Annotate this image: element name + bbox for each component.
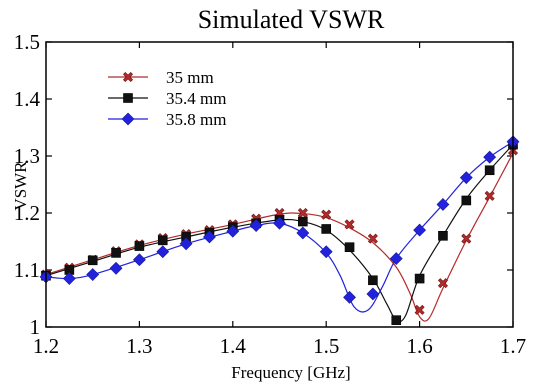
data-point-series-0 xyxy=(321,209,332,220)
data-point-series-2 xyxy=(296,226,310,240)
legend-marker-0 xyxy=(122,71,134,83)
x-tick-label: 1.3 xyxy=(126,334,152,358)
data-point-series-2 xyxy=(156,245,170,259)
legend-marker-2 xyxy=(121,112,135,126)
data-point-series-1 xyxy=(157,235,168,246)
data-point-series-1 xyxy=(368,275,378,286)
data-point-series-2 xyxy=(413,223,427,237)
series-markers xyxy=(39,135,520,325)
data-point-series-2 xyxy=(249,219,263,232)
x-axis-label: Frequency [GHz] xyxy=(231,363,350,382)
data-point-series-2 xyxy=(436,198,450,211)
data-point-series-2 xyxy=(319,245,333,259)
legend: 35 mm 35.4 mm 35.8 mm xyxy=(108,68,226,129)
data-point-series-2 xyxy=(366,287,380,301)
x-tick-label: 1.6 xyxy=(406,334,432,358)
data-point-series-1 xyxy=(87,255,98,266)
data-point-series-2 xyxy=(109,261,123,275)
x-tick-label: 1.4 xyxy=(220,334,247,358)
data-point-series-1 xyxy=(438,231,448,241)
axis-ticks: 1.2 1.3 1.4 1.5 1.6 1.7 1 1.1 1.2 1.3 1.4 1.5 xyxy=(14,30,526,358)
data-point-series-0 xyxy=(484,190,495,201)
data-point-series-1 xyxy=(344,242,355,252)
y-tick-label: 1.5 xyxy=(14,30,40,54)
data-point-series-0 xyxy=(461,233,472,244)
legend-label-0: 35 mm xyxy=(166,68,214,87)
data-point-series-1 xyxy=(391,315,402,325)
plot-frame xyxy=(45,41,514,328)
y-tick-label: 1 xyxy=(30,315,41,339)
data-point-series-2 xyxy=(226,224,240,238)
y-tick-label: 1.4 xyxy=(14,87,41,111)
data-point-series-2 xyxy=(343,290,356,304)
data-point-series-1 xyxy=(134,241,145,251)
data-point-series-2 xyxy=(132,253,146,267)
data-point-series-1 xyxy=(461,195,472,206)
data-point-series-0 xyxy=(344,219,355,230)
data-point-series-2 xyxy=(483,150,497,164)
legend-marker-1 xyxy=(123,93,133,103)
data-point-series-2 xyxy=(86,268,100,281)
data-point-series-0 xyxy=(437,278,448,289)
data-point-series-1 xyxy=(298,216,308,227)
legend-label-1: 35.4 mm xyxy=(166,89,226,108)
x-tick-label: 1.5 xyxy=(313,334,339,358)
data-point-series-1 xyxy=(111,248,121,258)
data-point-series-2 xyxy=(389,252,403,266)
data-point-series-2 xyxy=(459,171,473,185)
y-tick-label: 1.3 xyxy=(14,144,40,168)
chart-title: Simulated VSWR xyxy=(198,5,385,34)
x-tick-label: 1.7 xyxy=(500,334,526,358)
y-tick-label: 1.2 xyxy=(14,201,40,225)
data-point-series-0 xyxy=(297,207,308,219)
data-point-series-0 xyxy=(367,233,378,244)
data-point-series-1 xyxy=(321,224,332,234)
y-axis-label: VSWR xyxy=(11,161,30,211)
data-point-series-0 xyxy=(414,304,425,315)
y-tick-label: 1.1 xyxy=(14,258,40,282)
data-point-series-1 xyxy=(484,165,495,176)
legend-label-2: 35.8 mm xyxy=(166,110,226,129)
data-point-series-2 xyxy=(273,216,286,230)
x-tick-label: 1.2 xyxy=(33,334,59,358)
data-point-series-2 xyxy=(179,237,193,251)
data-point-series-2 xyxy=(62,272,76,285)
data-point-series-2 xyxy=(203,230,216,244)
data-point-series-1 xyxy=(414,273,425,284)
